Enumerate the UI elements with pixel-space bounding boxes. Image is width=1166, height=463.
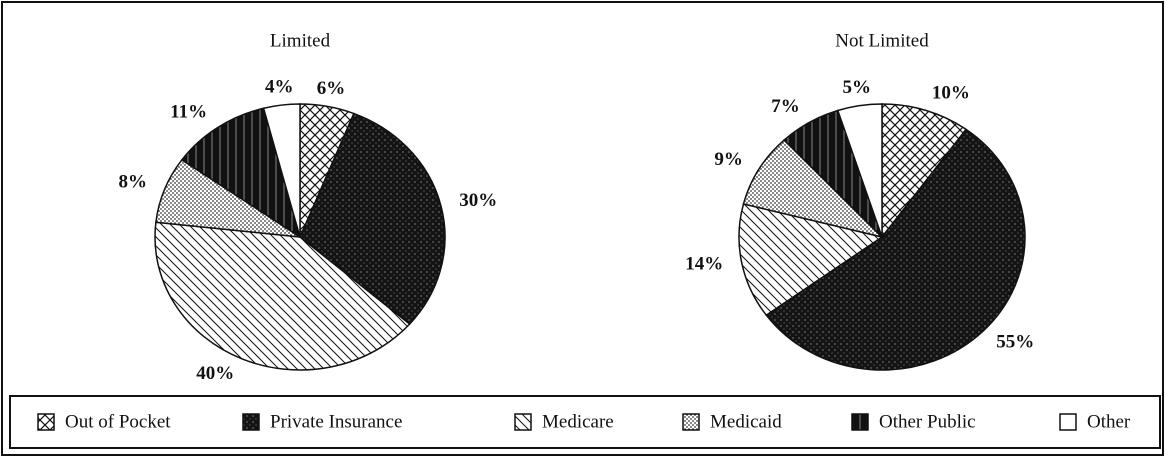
- legend-swatch: [682, 413, 700, 431]
- pie-slice: [299, 112, 446, 326]
- legend-box: [9, 395, 1161, 449]
- legend-swatch: [242, 413, 260, 431]
- pie-slice: [262, 103, 301, 238]
- data-label: 55%: [996, 332, 1034, 353]
- pie-slice: [154, 221, 411, 371]
- pie-slice: [881, 103, 968, 240]
- chart-title: Not Limited: [835, 30, 929, 51]
- legend-label: Other: [1087, 411, 1131, 432]
- data-label: 9%: [714, 149, 743, 170]
- pie-slice: [836, 103, 883, 238]
- pie-slice: [765, 128, 1026, 371]
- data-label: 30%: [459, 190, 497, 211]
- legend-label: Other Public: [879, 411, 976, 432]
- data-label: 11%: [170, 102, 207, 123]
- legend-label: Medicare: [542, 411, 614, 432]
- data-label: 14%: [685, 254, 723, 275]
- data-label: 8%: [118, 172, 147, 193]
- pie-slice: [742, 139, 885, 239]
- legend-label: Medicaid: [710, 411, 782, 432]
- legend-swatch: [514, 413, 532, 431]
- pie-slice: [180, 107, 302, 239]
- legend-swatch: [37, 413, 55, 431]
- data-label: 4%: [265, 76, 294, 97]
- data-label: 7%: [771, 96, 800, 117]
- legend-label: Private Insurance: [270, 411, 402, 432]
- legend-swatch: [851, 413, 869, 431]
- chart-title: Limited: [270, 30, 331, 51]
- data-label: 6%: [317, 78, 346, 99]
- legend-label: Out of Pocket: [65, 411, 171, 432]
- pie-slice: [738, 203, 884, 317]
- data-label: 40%: [196, 363, 234, 384]
- data-label: 5%: [842, 77, 871, 98]
- legend-swatch: [1059, 413, 1077, 431]
- data-label: 10%: [932, 82, 970, 103]
